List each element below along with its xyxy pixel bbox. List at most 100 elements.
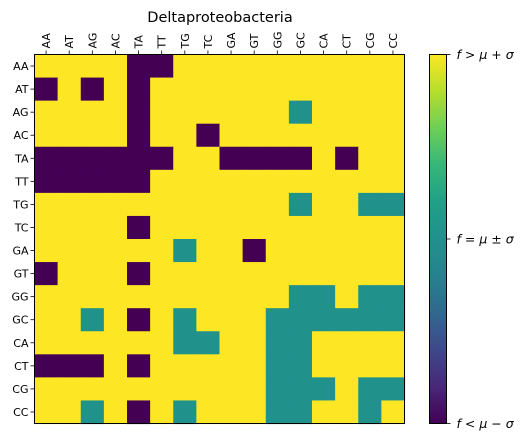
heatmap-cell-AC-TA bbox=[127, 123, 151, 148]
heatmap-cell-TG-GG bbox=[265, 192, 290, 217]
heatmap-cell-AT-AT bbox=[57, 77, 82, 102]
heatmap-cell-CT-AT bbox=[57, 354, 82, 378]
heatmap-cell-GC-GA bbox=[219, 308, 244, 332]
heatmap-cell-GG-TC bbox=[196, 285, 221, 309]
heatmap-cell-TA-TG bbox=[173, 146, 197, 171]
heatmap-cell-TA-GT bbox=[242, 146, 267, 171]
y-tick-label: GC bbox=[12, 314, 29, 327]
x-tick-label: CT bbox=[341, 34, 354, 49]
heatmap-cell-GT-GG bbox=[265, 262, 290, 286]
heatmap-cell-TC-GT bbox=[242, 215, 267, 240]
heatmap-cell-CT-CT bbox=[335, 354, 359, 378]
heatmap-cell-GA-TG bbox=[173, 239, 197, 263]
heatmap-cell-TG-TT bbox=[150, 192, 174, 217]
y-axis-ticks: AA AT AG AC TA TT TG TC GA GT GG GC CA CT CG CC bbox=[11, 60, 35, 419]
heatmap-cell-TC-AT bbox=[57, 215, 82, 240]
heatmap-cell-CT-GG bbox=[265, 354, 290, 378]
heatmap-cell-GG-CA bbox=[312, 285, 336, 309]
heatmap-cell-TA-AC bbox=[103, 146, 128, 171]
y-tick-label: CG bbox=[12, 383, 28, 396]
heatmap-cell-TG-AA bbox=[34, 192, 59, 217]
heatmap-cell-TT-CC bbox=[381, 169, 406, 194]
heatmap-cell-CT-GA bbox=[219, 354, 244, 378]
heatmap-cell-AC-AT bbox=[57, 123, 82, 148]
heatmap-cell-CC-CT bbox=[335, 400, 359, 425]
heatmap-cell-TT-AG bbox=[80, 169, 105, 194]
y-tick-label: AG bbox=[13, 106, 29, 119]
heatmap-cell-CG-GT bbox=[242, 377, 267, 402]
heatmap-cell-GG-TG bbox=[173, 285, 197, 309]
heatmap-cell-AT-TT bbox=[150, 77, 174, 102]
heatmap-cell-GT-AA bbox=[34, 262, 59, 286]
heatmap-cell-CG-AA bbox=[34, 377, 59, 402]
heatmap-cell-TC-AA bbox=[34, 215, 59, 240]
heatmap-cell-GG-CC bbox=[381, 285, 406, 309]
heatmap-cell-AT-AC bbox=[103, 77, 128, 102]
heatmap-cell-AG-AC bbox=[103, 100, 128, 125]
heatmap-cell-AT-CT bbox=[335, 77, 359, 102]
heatmap-cell-GA-CA bbox=[312, 239, 336, 263]
heatmap-cells bbox=[34, 54, 406, 425]
heatmap-cell-CA-TA bbox=[127, 331, 151, 355]
heatmap-cell-CC-CG bbox=[358, 400, 382, 425]
heatmap-cell-GT-AC bbox=[103, 262, 128, 286]
heatmap-cell-GT-CA bbox=[312, 262, 336, 286]
heatmap-cell-GG-GC bbox=[288, 285, 313, 309]
heatmap-cell-GC-TG bbox=[173, 308, 197, 332]
heatmap-cell-CG-TA bbox=[127, 377, 151, 402]
heatmap-cell-AA-AA bbox=[34, 54, 59, 79]
x-tick-label: AA bbox=[40, 33, 53, 49]
heatmap-cell-CT-CG bbox=[358, 354, 382, 378]
heatmap-cell-GC-CT bbox=[335, 308, 359, 332]
heatmap-cell-GA-TA bbox=[127, 239, 151, 263]
heatmap-cell-GA-GG bbox=[265, 239, 290, 263]
y-tick-label: TA bbox=[14, 152, 29, 165]
heatmap-cell-CA-GT bbox=[242, 331, 267, 355]
heatmap-cell-CT-TC bbox=[196, 354, 221, 378]
heatmap-cell-CC-GA bbox=[219, 400, 244, 425]
heatmap-cell-CC-CC bbox=[381, 400, 406, 425]
heatmap-cell-GG-AC bbox=[103, 285, 128, 309]
heatmap-cell-TC-AG bbox=[80, 215, 105, 240]
heatmap-cell-TA-CG bbox=[358, 146, 382, 171]
heatmap-cell-TC-CT bbox=[335, 215, 359, 240]
heatmap-cell-TT-TA bbox=[127, 169, 151, 194]
y-tick-label: TC bbox=[14, 221, 29, 234]
heatmap-cell-CC-AG bbox=[80, 400, 105, 425]
heatmap-cell-AG-GC bbox=[288, 100, 313, 125]
heatmap-cell-GC-AT bbox=[57, 308, 82, 332]
heatmap-cell-CC-GG bbox=[265, 400, 290, 425]
heatmap-cell-AC-AA bbox=[34, 123, 59, 148]
heatmap-cell-GC-TC bbox=[196, 308, 221, 332]
heatmap-cell-CA-CT bbox=[335, 331, 359, 355]
heatmap-cell-TC-TT bbox=[150, 215, 174, 240]
heatmap-cell-GA-GT bbox=[242, 239, 267, 263]
y-tick-label: GT bbox=[14, 268, 29, 281]
heatmap-cell-GA-CG bbox=[358, 239, 382, 263]
heatmap-cell-TA-GG bbox=[265, 146, 290, 171]
y-tick-label: CC bbox=[13, 406, 29, 419]
heatmap-cell-CA-GC bbox=[288, 331, 313, 355]
heatmap-cell-TC-GG bbox=[265, 215, 290, 240]
heatmap-cell-CG-CT bbox=[335, 377, 359, 402]
heatmap-cell-CG-GG bbox=[265, 377, 290, 402]
x-tick-label: CG bbox=[364, 32, 377, 48]
heatmap-cell-CA-TC bbox=[196, 331, 221, 355]
heatmap-cell-TA-GC bbox=[288, 146, 313, 171]
heatmap-cell-GG-CG bbox=[358, 285, 382, 309]
x-tick-label: GT bbox=[248, 33, 261, 48]
heatmap-cell-GC-GC bbox=[288, 308, 313, 332]
heatmap-cell-CA-TT bbox=[150, 331, 174, 355]
x-tick-label: AT bbox=[63, 35, 76, 49]
heatmap-cell-GT-CG bbox=[358, 262, 382, 286]
heatmap-cell-GC-CA bbox=[312, 308, 336, 332]
heatmap-cell-AA-GA bbox=[219, 54, 244, 79]
heatmap-cell-CC-GC bbox=[288, 400, 313, 425]
heatmap-cell-GC-AG bbox=[80, 308, 105, 332]
heatmap-cell-GT-AG bbox=[80, 262, 105, 286]
heatmap-cell-AC-TC bbox=[196, 123, 221, 148]
chart-title: Deltaproteobacteria bbox=[147, 10, 292, 26]
y-tick-label: TT bbox=[14, 175, 29, 188]
heatmap-cell-GG-GG bbox=[265, 285, 290, 309]
